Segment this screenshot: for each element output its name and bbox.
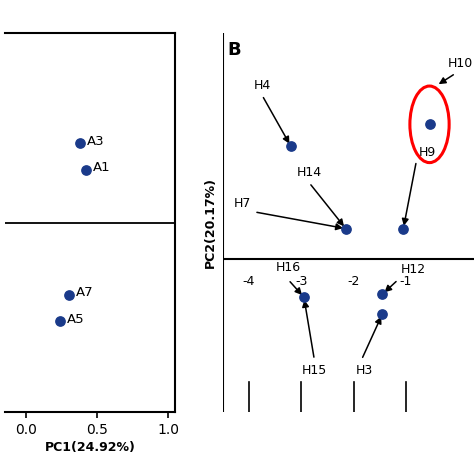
Text: A5: A5 <box>67 313 85 326</box>
Text: H12: H12 <box>401 263 426 276</box>
X-axis label: PC1(24.92%): PC1(24.92%) <box>45 441 136 454</box>
Text: H9: H9 <box>419 146 436 159</box>
Point <box>400 225 407 232</box>
Point <box>426 120 433 128</box>
Text: H4: H4 <box>254 79 271 91</box>
Point <box>56 318 64 325</box>
Text: H3: H3 <box>356 364 373 376</box>
Text: -3: -3 <box>295 275 308 288</box>
Text: H16: H16 <box>276 261 301 274</box>
Text: A3: A3 <box>87 135 105 148</box>
Point <box>342 225 349 232</box>
Point <box>379 291 386 298</box>
Text: H10: H10 <box>448 56 473 70</box>
Text: -1: -1 <box>400 275 412 288</box>
Point <box>76 139 84 147</box>
Y-axis label: PC2(20.17%): PC2(20.17%) <box>204 177 217 268</box>
Text: B: B <box>228 41 241 59</box>
Text: A1: A1 <box>93 161 110 174</box>
Text: H14: H14 <box>297 166 322 179</box>
Text: -4: -4 <box>243 275 255 288</box>
Text: H7: H7 <box>234 197 252 210</box>
Text: -2: -2 <box>347 275 360 288</box>
Point <box>82 166 90 173</box>
Text: H15: H15 <box>302 364 327 376</box>
Point <box>287 142 295 150</box>
Point <box>300 293 308 301</box>
Point <box>65 291 73 299</box>
Text: A7: A7 <box>76 286 93 300</box>
Point <box>379 310 386 318</box>
